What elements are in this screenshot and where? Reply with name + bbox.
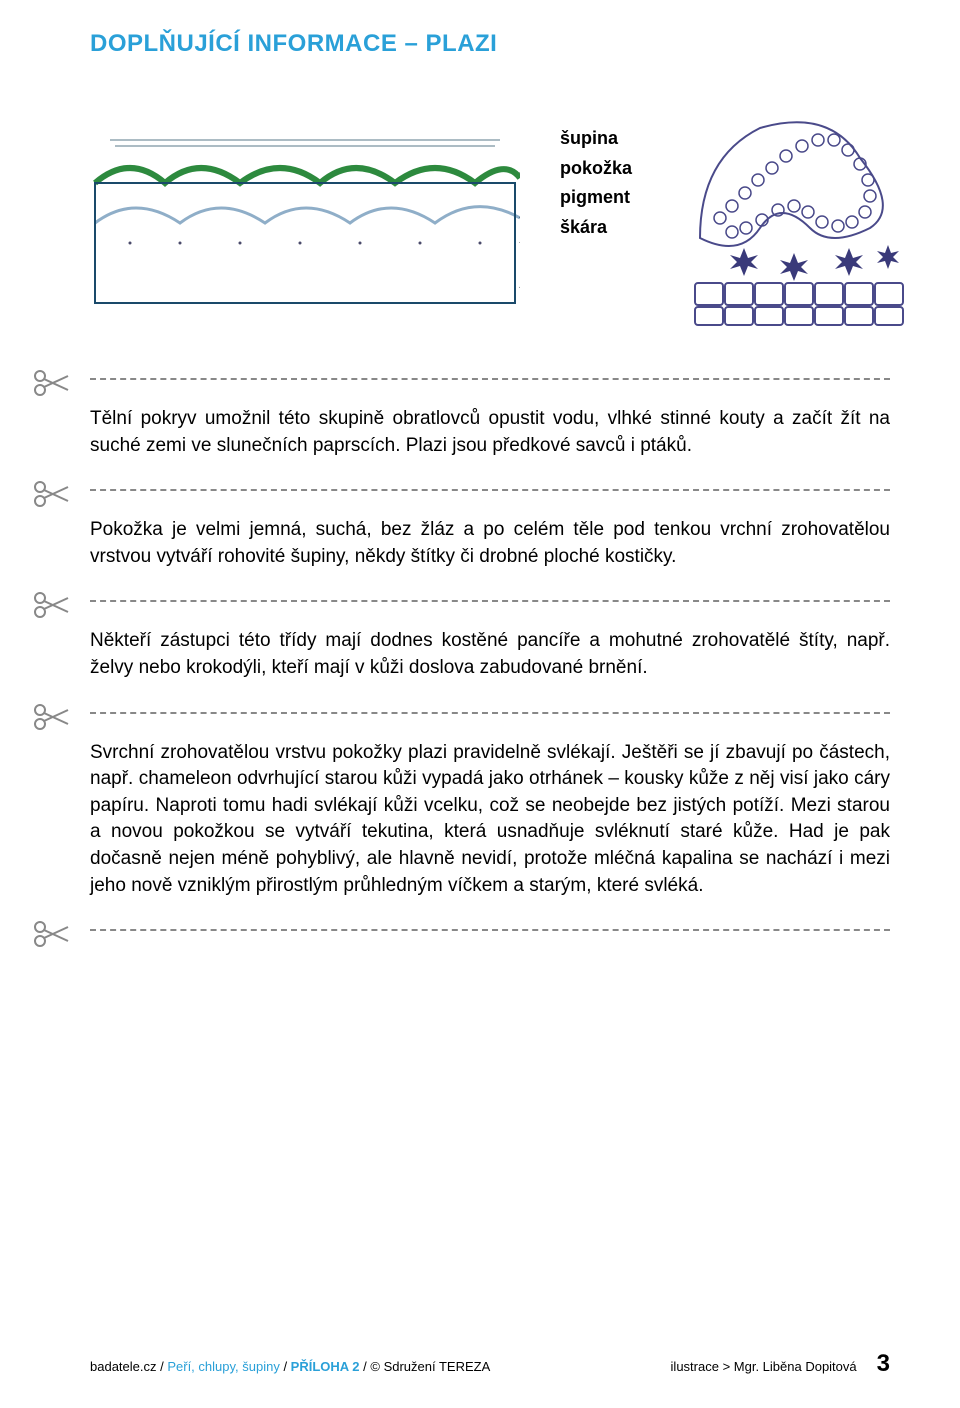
cut-section-2: Pokožka je velmi jemná, suchá, bez žláz … <box>90 489 890 570</box>
cut-line <box>90 712 890 714</box>
cut-section-1: Tělní pokryv umožnil této skupině obratl… <box>90 378 890 459</box>
cut-section-4: Svrchní zrohovatělou vrstvu pokožky plaz… <box>90 712 890 900</box>
cut-line <box>90 489 890 491</box>
scale-detail-diagram <box>690 98 910 328</box>
label-supina: šupina <box>560 128 680 150</box>
cut-line <box>90 378 890 380</box>
footer-org: © Sdružení TEREZA <box>370 1359 490 1374</box>
scissors-icon <box>30 479 70 509</box>
scissors-icon <box>30 590 70 620</box>
page-footer: badatele.cz / Peří, chlupy, šupiny / PŘÍ… <box>90 1350 890 1378</box>
cut-line <box>90 600 890 602</box>
footer-site: badatele.cz <box>90 1359 157 1374</box>
scissors-icon <box>30 368 70 398</box>
footer-topic: Peří, chlupy, šupiny <box>167 1359 279 1374</box>
footer-attachment: PŘÍLOHA 2 <box>291 1359 360 1374</box>
skin-diagram: šupina pokožka pigment škára <box>90 98 890 338</box>
footer-illustration-label: ilustrace > <box>671 1359 734 1374</box>
cut-section-5 <box>90 929 890 931</box>
page-title: DOPLŇUJÍCÍ INFORMACE – PLAZI <box>90 30 890 58</box>
scissors-icon <box>30 919 70 949</box>
diagram-labels: šupina pokožka pigment škára <box>560 128 680 246</box>
scissors-icon <box>30 702 70 732</box>
cut-section-3: Někteří zástupci této třídy mají dodnes … <box>90 600 890 681</box>
paragraph-3: Někteří zástupci této třídy mají dodnes … <box>90 628 890 681</box>
label-pokozka: pokožka <box>560 158 680 180</box>
page-number: 3 <box>877 1350 890 1378</box>
paragraph-2: Pokožka je velmi jemná, suchá, bez žláz … <box>90 517 890 570</box>
paragraph-4: Svrchní zrohovatělou vrstvu pokožky plaz… <box>90 740 890 900</box>
paragraph-1: Tělní pokryv umožnil této skupině obratl… <box>90 406 890 459</box>
label-pigment: pigment <box>560 187 680 209</box>
label-skara: škára <box>560 217 680 239</box>
skin-cross-section-diagram <box>90 128 520 308</box>
footer-left: badatele.cz / Peří, chlupy, šupiny / PŘÍ… <box>90 1359 490 1374</box>
footer-right: ilustrace > Mgr. Liběna Dopitová 3 <box>671 1350 890 1378</box>
cut-line <box>90 929 890 931</box>
footer-illustrator: Mgr. Liběna Dopitová <box>734 1359 857 1374</box>
